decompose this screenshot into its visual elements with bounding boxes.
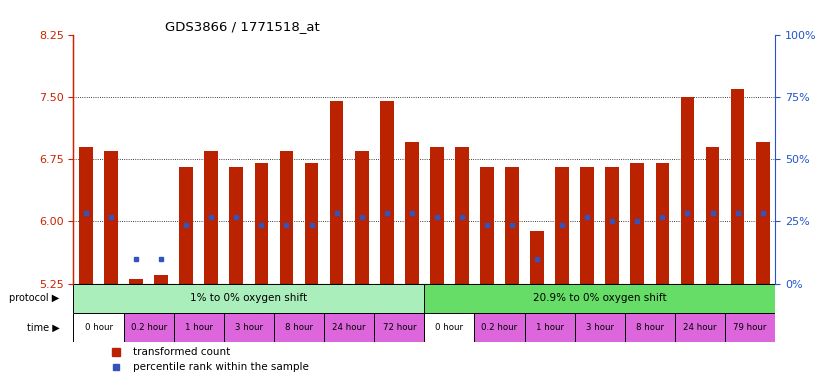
- Bar: [706, 147, 720, 283]
- Text: 8 hour: 8 hour: [636, 323, 664, 332]
- Bar: [505, 167, 519, 283]
- Bar: [330, 101, 344, 283]
- Bar: [655, 163, 669, 283]
- Bar: [304, 163, 318, 283]
- Bar: [375, 313, 424, 343]
- Bar: [405, 142, 419, 283]
- Bar: [280, 151, 294, 283]
- Text: 3 hour: 3 hour: [586, 323, 614, 332]
- Text: 1% to 0% oxygen shift: 1% to 0% oxygen shift: [190, 293, 308, 303]
- Bar: [725, 313, 775, 343]
- Bar: [204, 151, 218, 283]
- Bar: [129, 280, 143, 283]
- Bar: [480, 167, 494, 283]
- Bar: [424, 283, 775, 313]
- Text: percentile rank within the sample: percentile rank within the sample: [133, 362, 309, 372]
- Bar: [605, 167, 619, 283]
- Bar: [530, 231, 544, 283]
- Text: 1 hour: 1 hour: [184, 323, 213, 332]
- Bar: [430, 147, 444, 283]
- Bar: [255, 163, 268, 283]
- Text: 0.2 hour: 0.2 hour: [481, 323, 517, 332]
- Bar: [455, 147, 469, 283]
- Bar: [574, 313, 625, 343]
- Text: 3 hour: 3 hour: [235, 323, 263, 332]
- Bar: [174, 313, 224, 343]
- Text: protocol ▶: protocol ▶: [9, 293, 60, 303]
- Bar: [555, 167, 569, 283]
- Bar: [224, 313, 274, 343]
- Bar: [79, 147, 93, 283]
- Bar: [474, 313, 525, 343]
- Text: 0 hour: 0 hour: [85, 323, 113, 332]
- Bar: [324, 313, 375, 343]
- Bar: [229, 167, 243, 283]
- Bar: [379, 101, 393, 283]
- Bar: [424, 313, 474, 343]
- Text: GDS3866 / 1771518_at: GDS3866 / 1771518_at: [165, 20, 319, 33]
- Text: 20.9% to 0% oxygen shift: 20.9% to 0% oxygen shift: [533, 293, 667, 303]
- Bar: [580, 167, 594, 283]
- Text: 8 hour: 8 hour: [285, 323, 313, 332]
- Bar: [274, 313, 324, 343]
- Text: 72 hour: 72 hour: [383, 323, 416, 332]
- Bar: [631, 163, 645, 283]
- Text: 0.2 hour: 0.2 hour: [131, 323, 166, 332]
- Bar: [525, 313, 574, 343]
- Bar: [123, 313, 174, 343]
- Bar: [675, 313, 725, 343]
- Bar: [355, 151, 369, 283]
- Bar: [73, 283, 424, 313]
- Bar: [625, 313, 675, 343]
- Text: time ▶: time ▶: [27, 323, 60, 333]
- Text: 24 hour: 24 hour: [683, 323, 716, 332]
- Bar: [180, 167, 193, 283]
- Text: 79 hour: 79 hour: [734, 323, 767, 332]
- Bar: [154, 275, 168, 283]
- Bar: [104, 151, 118, 283]
- Bar: [730, 88, 744, 283]
- Bar: [756, 142, 769, 283]
- Text: 1 hour: 1 hour: [535, 323, 564, 332]
- Text: transformed count: transformed count: [133, 347, 230, 357]
- Bar: [73, 313, 123, 343]
- Bar: [681, 97, 694, 283]
- Text: 24 hour: 24 hour: [332, 323, 366, 332]
- Text: 0 hour: 0 hour: [436, 323, 463, 332]
